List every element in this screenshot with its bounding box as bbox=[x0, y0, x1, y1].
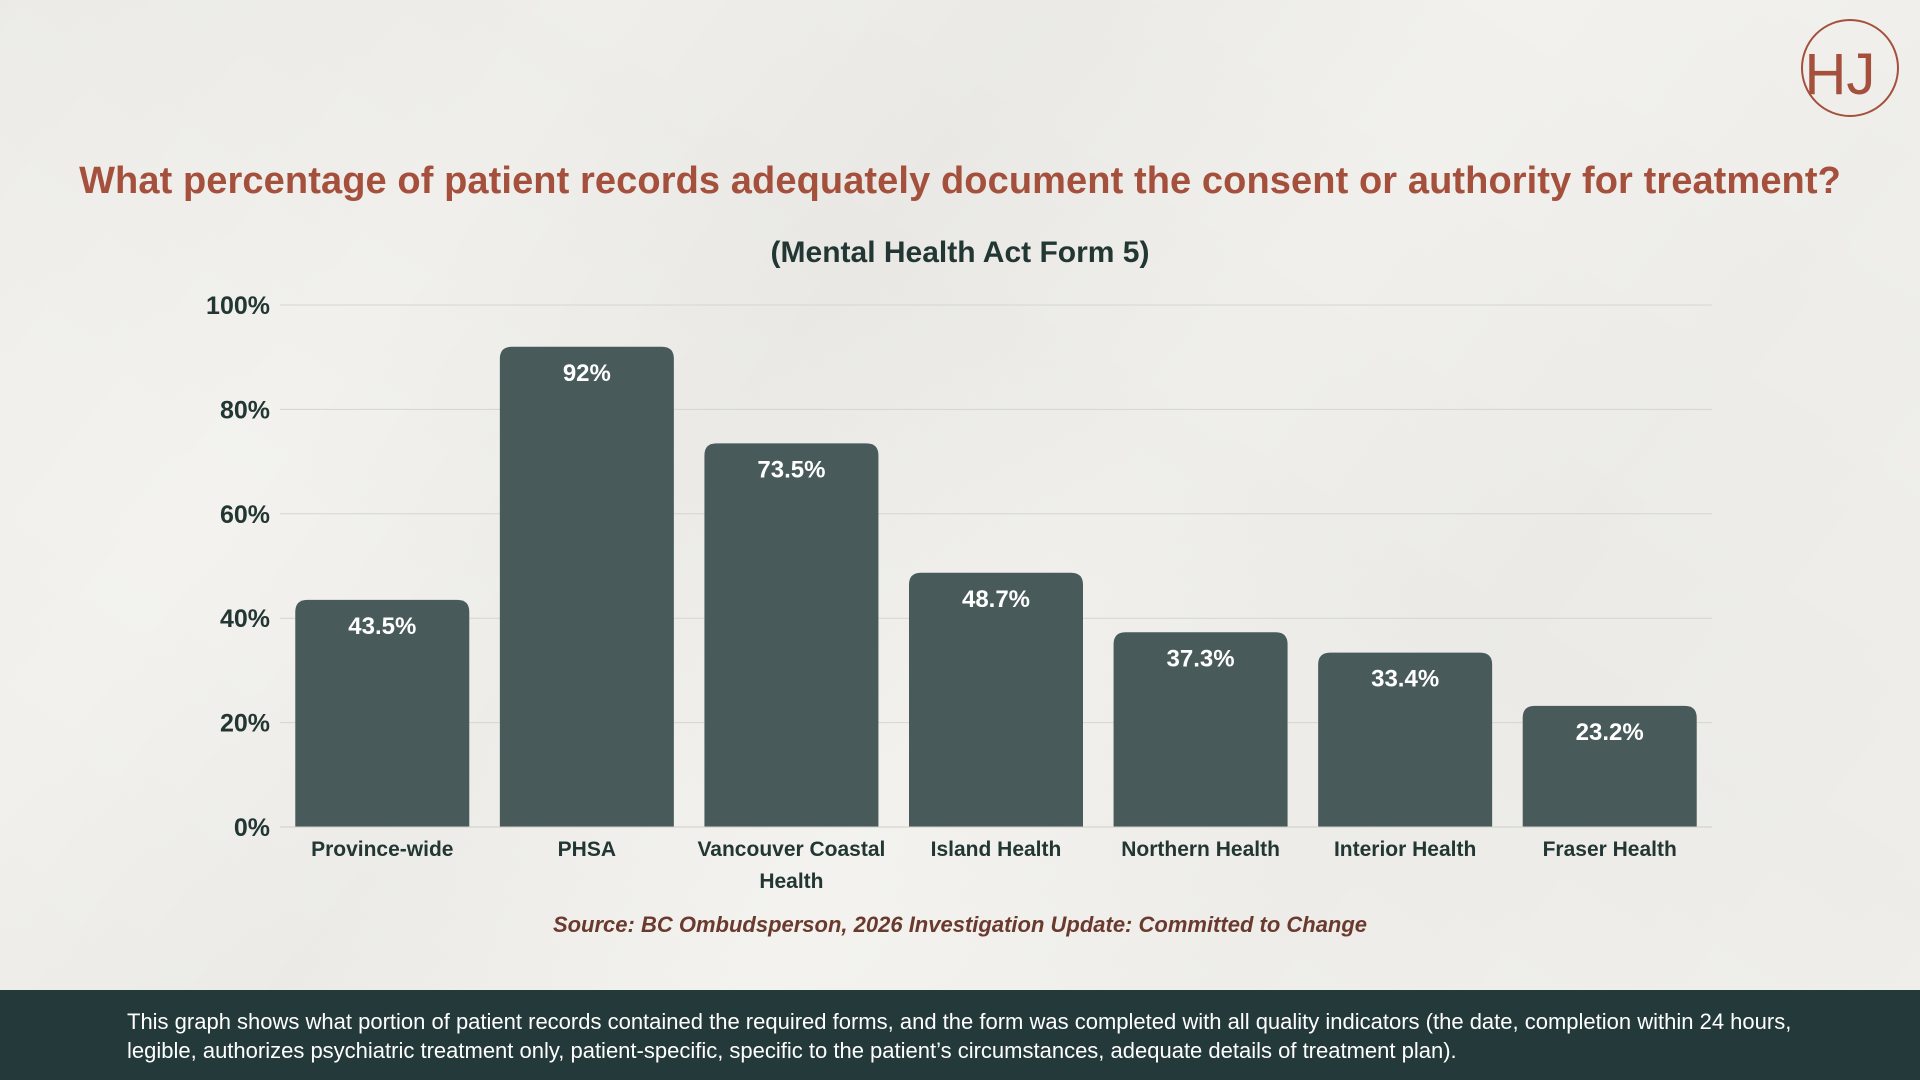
bar bbox=[909, 572, 1083, 827]
y-tick-label: 20% bbox=[220, 710, 270, 738]
chart-subtitle: (Mental Health Act Form 5) bbox=[770, 236, 1150, 269]
bar-value-label: 43.5% bbox=[348, 613, 416, 640]
y-tick-label: 80% bbox=[220, 396, 270, 424]
footer-description: This graph shows what portion of patient… bbox=[127, 1009, 1792, 1063]
x-category-label: Island Health bbox=[931, 838, 1062, 861]
bar bbox=[1113, 632, 1288, 827]
bar bbox=[499, 346, 674, 827]
x-category-label: Northern Health bbox=[1121, 838, 1280, 861]
x-category-label: Vancouver Coastal Health bbox=[697, 838, 885, 893]
logo-text: HJ bbox=[1805, 42, 1876, 107]
bar-value-label: 23.2% bbox=[1576, 719, 1644, 746]
bar-value-label: 92% bbox=[563, 360, 611, 387]
chart-title: What percentage of patient records adequ… bbox=[79, 160, 1841, 202]
bar-value-label: 73.5% bbox=[757, 456, 825, 483]
y-tick-label: 100% bbox=[206, 292, 270, 320]
y-tick-label: 60% bbox=[220, 501, 270, 529]
hj-logo: HJ bbox=[1801, 19, 1899, 117]
bar-value-label: 48.7% bbox=[962, 586, 1030, 613]
bar bbox=[295, 599, 470, 827]
bar-value-label: 33.4% bbox=[1371, 666, 1439, 693]
bar bbox=[1318, 652, 1493, 827]
y-tick-label: 0% bbox=[234, 814, 270, 842]
bar bbox=[704, 443, 879, 827]
bar bbox=[1522, 705, 1697, 827]
x-category-label: Province-wide bbox=[311, 838, 453, 861]
x-category-label: Interior Health bbox=[1334, 838, 1476, 861]
bar-value-label: 37.3% bbox=[1167, 645, 1235, 672]
footer-band bbox=[0, 990, 1920, 1080]
y-tick-label: 40% bbox=[220, 605, 270, 633]
x-category-label: Fraser Health bbox=[1543, 838, 1677, 861]
x-category-label: PHSA bbox=[558, 838, 616, 861]
source-caption: Source: BC Ombudsperson, 2026 Investigat… bbox=[552, 912, 1368, 937]
